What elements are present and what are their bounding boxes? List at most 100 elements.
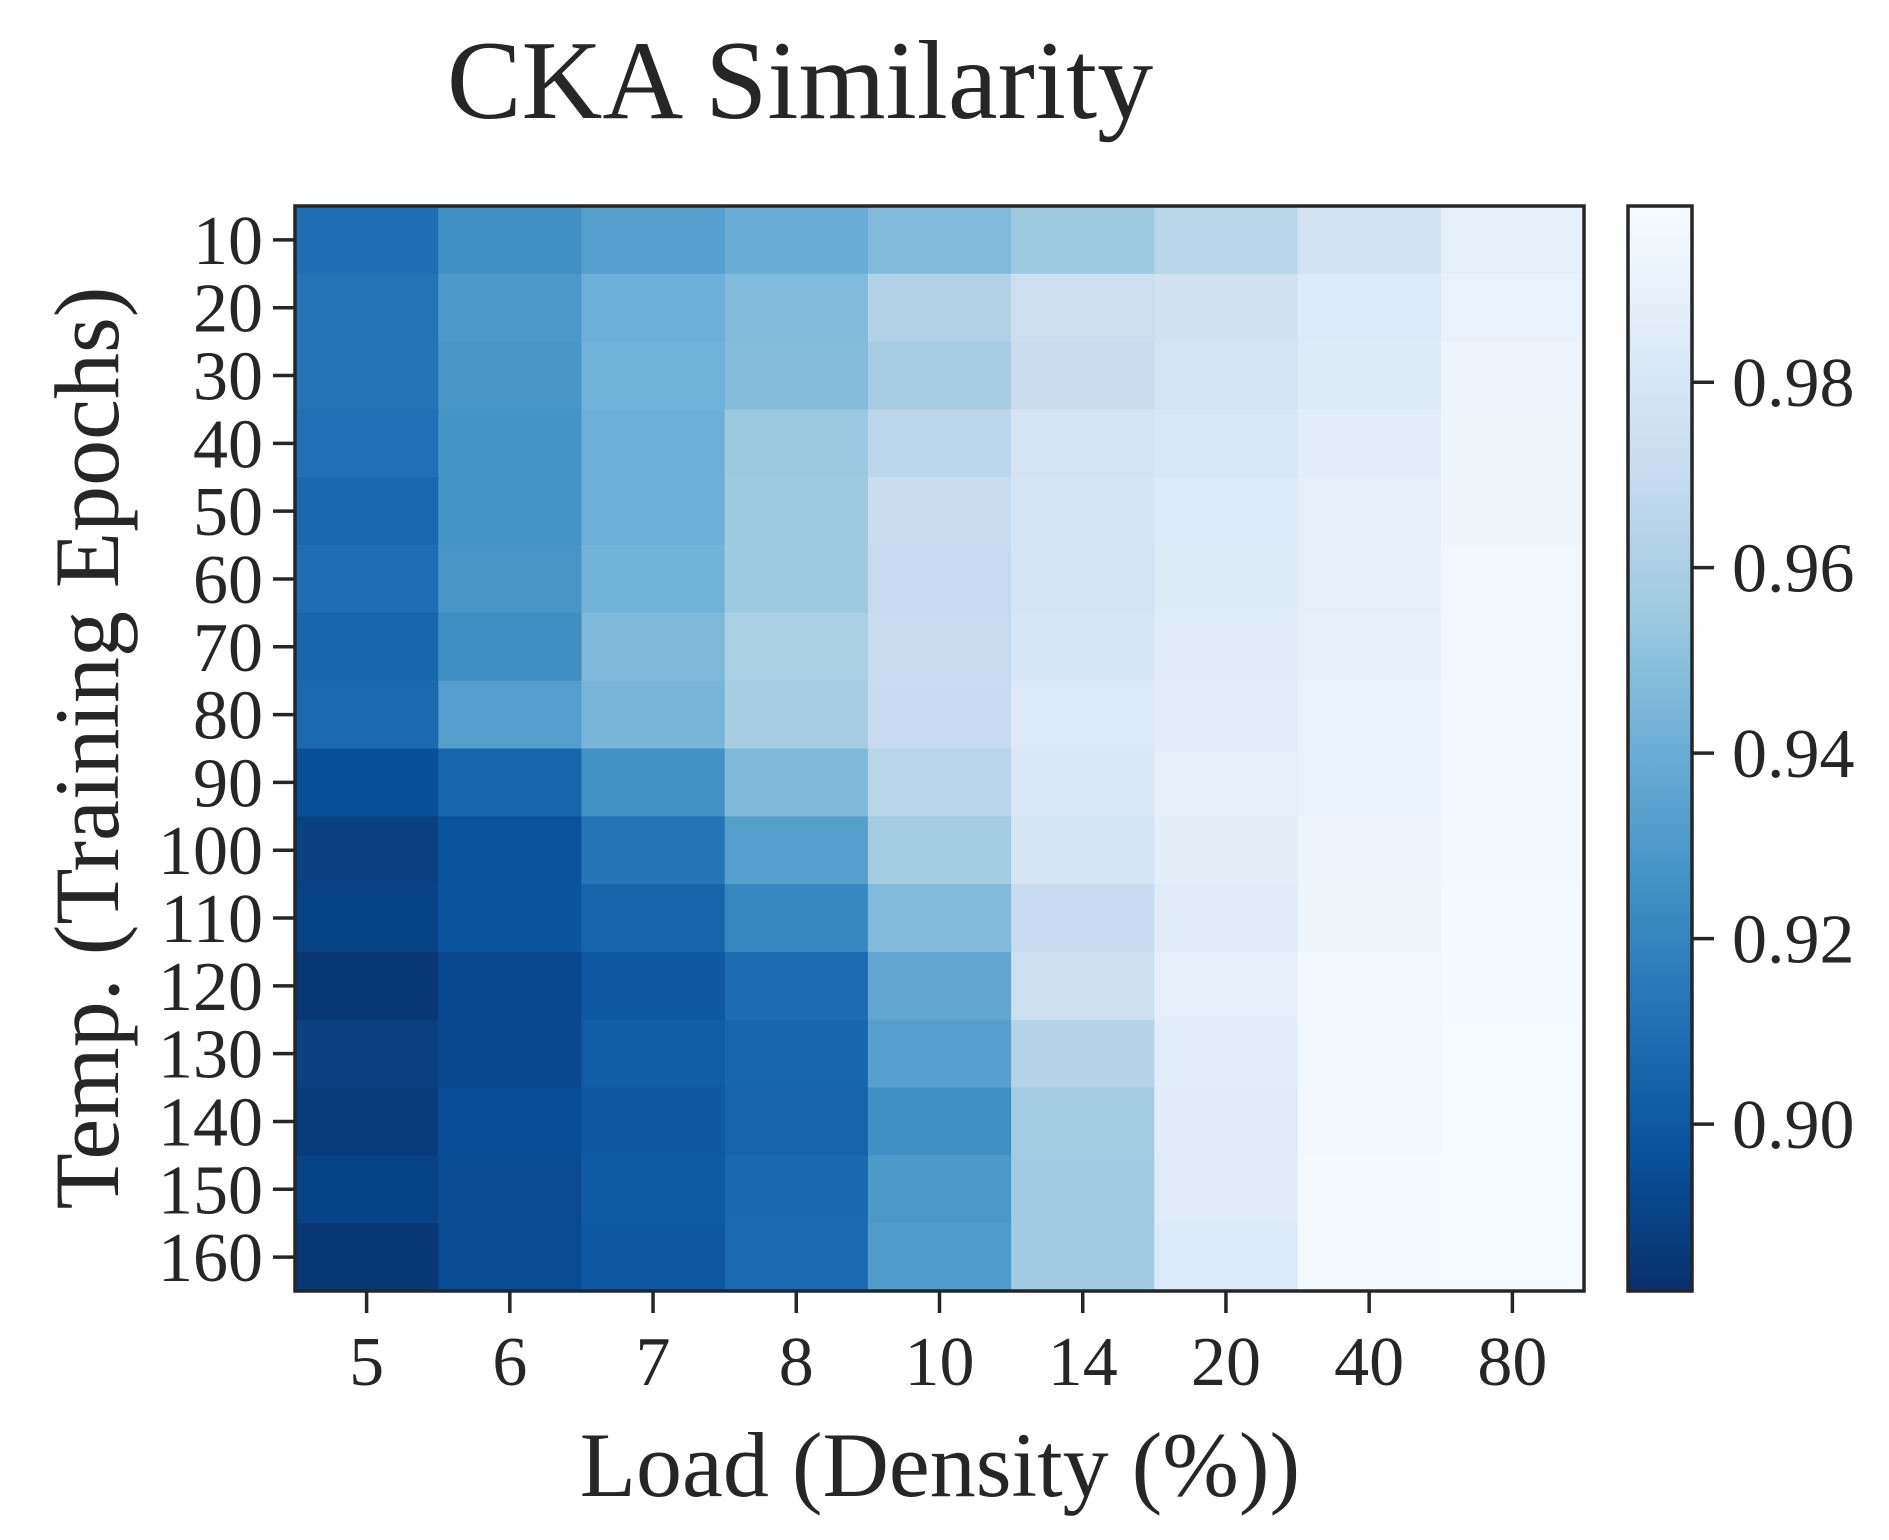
heatmap-cell: [1297, 545, 1442, 614]
heatmap-cell: [295, 545, 439, 614]
heatmap-cell: [1440, 206, 1585, 275]
heatmap-cell: [867, 612, 1012, 682]
y-tick-label: 50: [193, 474, 263, 551]
colorbar-tick-label: 0.92: [1732, 902, 1855, 979]
heatmap-cell: [867, 477, 1012, 546]
x-axis-ticks: 5 6 7 8 10 14 20 40 80: [349, 1291, 1547, 1401]
heatmap-cell: [724, 816, 869, 885]
heatmap-cell: [867, 409, 1012, 478]
heatmap-cell: [1154, 680, 1299, 750]
heatmap-cell: [581, 884, 726, 953]
heatmap-cell: [1297, 1155, 1442, 1224]
y-tick-label: 120: [158, 949, 263, 1026]
heatmap-cell: [1440, 612, 1585, 682]
heatmap-cell: [1440, 477, 1585, 546]
heatmap-cell: [724, 409, 869, 478]
heatmap-cell: [1011, 545, 1155, 614]
heatmap-cell: [1297, 884, 1442, 953]
x-tick-label: 20: [1191, 1324, 1261, 1401]
heatmap-cell: [1440, 1223, 1585, 1292]
heatmap-cell: [1440, 1019, 1585, 1089]
heatmap-cell: [295, 1155, 439, 1224]
heatmap-cell: [724, 1155, 869, 1224]
heatmap-cell: [724, 680, 869, 750]
heatmap-cell: [581, 1087, 726, 1156]
x-tick-label: 10: [905, 1324, 975, 1401]
heatmap-cell: [438, 206, 583, 275]
y-tick-label: 130: [158, 1017, 263, 1094]
y-tick-label: 140: [158, 1084, 263, 1161]
heatmap-cell: [1440, 409, 1585, 478]
heatmap-cell: [438, 273, 583, 343]
heatmap-cell: [1011, 1087, 1155, 1156]
heatmap-cell: [581, 612, 726, 682]
y-tick-label: 90: [193, 745, 263, 822]
heatmap-cell: [1011, 951, 1155, 1021]
heatmap-cell: [1154, 1155, 1299, 1224]
heatmap-cell: [1154, 341, 1299, 411]
heatmap-cell: [438, 1223, 583, 1292]
heatmap-cell: [295, 1087, 439, 1156]
y-tick-label: 100: [158, 813, 263, 890]
x-tick-label: 7: [636, 1324, 671, 1401]
heatmap-cell: [1154, 612, 1299, 682]
y-tick-label: 150: [158, 1152, 263, 1229]
x-tick-label: 5: [349, 1324, 384, 1401]
heatmap-cell: [1297, 1087, 1442, 1156]
heatmap-cell: [1297, 951, 1442, 1021]
heatmap-cell: [1154, 273, 1299, 343]
heatmap-cell: [867, 206, 1012, 275]
heatmap-cell: [1154, 409, 1299, 478]
heatmap-cell: [1154, 1087, 1299, 1156]
heatmap-cell: [1297, 1223, 1442, 1292]
colorbar-tick-label: 0.96: [1732, 531, 1855, 608]
y-axis-label: Temp. (Training Epochs): [36, 287, 138, 1210]
heatmap-cell: [724, 477, 869, 546]
heatmap-cell: [724, 206, 869, 275]
heatmap-cell: [724, 1087, 869, 1156]
heatmap-cell: [295, 680, 439, 750]
y-tick-label: 110: [161, 881, 263, 958]
heatmap-cell: [867, 273, 1012, 343]
y-tick-label: 80: [193, 678, 263, 755]
heatmap-cell: [581, 816, 726, 885]
heatmap-cell: [295, 477, 439, 546]
colorbar-ticks: 0.90 0.92 0.94 0.96 0.98: [1692, 345, 1855, 1164]
heatmap-cell: [867, 1223, 1012, 1292]
heatmap-cell: [1154, 884, 1299, 953]
x-tick-label: 8: [779, 1324, 814, 1401]
x-axis-label: Load (Density (%)): [580, 1414, 1300, 1516]
colorbar: [1626, 204, 1694, 1293]
heatmap-cells: [295, 206, 1585, 1292]
heatmap-cell: [867, 680, 1012, 750]
heatmap-cell: [1154, 1223, 1299, 1292]
heatmap-cell: [1011, 680, 1155, 750]
heatmap-cell: [867, 951, 1012, 1021]
heatmap-cell: [1440, 816, 1585, 885]
heatmap-cell: [438, 1155, 583, 1224]
heatmap-cell: [1154, 816, 1299, 885]
heatmap-cell: [867, 1019, 1012, 1089]
heatmap-cell: [581, 545, 726, 614]
heatmap-cell: [438, 341, 583, 411]
heatmap-cell: [581, 273, 726, 343]
heatmap-cell: [724, 1223, 869, 1292]
heatmap-cell: [1297, 748, 1442, 817]
heatmap-cell: [1011, 1223, 1155, 1292]
heatmap-cell: [724, 612, 869, 682]
heatmap-cell: [438, 545, 583, 614]
heatmap-cell: [438, 1087, 583, 1156]
heatmap-cell: [1440, 341, 1585, 411]
heatmap-cell: [1440, 748, 1585, 817]
heatmap-cell: [295, 612, 439, 682]
heatmap-cell: [581, 341, 726, 411]
heatmap-cell: [438, 612, 583, 682]
y-tick-label: 70: [193, 610, 263, 687]
heatmap-cell: [1440, 545, 1585, 614]
heatmap-cell: [581, 748, 726, 817]
heatmap-cell: [438, 680, 583, 750]
heatmap-cell: [295, 884, 439, 953]
heatmap-cell: [1011, 409, 1155, 478]
heatmap-cell: [1297, 273, 1442, 343]
heatmap-cell: [867, 816, 1012, 885]
